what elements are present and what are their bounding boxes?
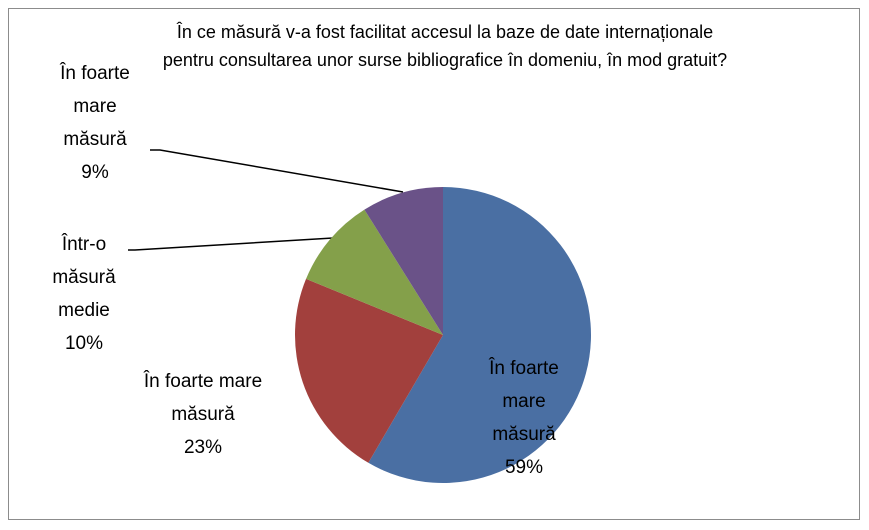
pie-slice [368,187,592,483]
category-label: În foarte mare măsură [143,371,263,425]
data-label: În foarte mare măsură 9% [40,57,150,189]
value-label: 9% [81,162,109,183]
chart-title: În ce măsură v-a fost facilitat accesul … [162,22,728,70]
category-label: Într-o măsură medie [52,234,116,321]
value-label: 10% [64,333,104,354]
data-label: În foarte mare măsură 59% [469,352,579,484]
value-label: 59% [504,457,544,478]
category-label: În foarte mare măsură [489,358,559,445]
data-label: În foarte mare măsură 23% [118,365,288,464]
data-label: Într-o măsură medie 10% [34,228,134,360]
pie-slice [306,209,443,335]
leader-line [128,237,334,251]
pie-slice [364,187,443,335]
category-label: În foarte mare măsură [60,63,130,150]
pie-slice [295,278,443,463]
value-label: 23% [183,437,223,458]
leader-line [150,149,404,193]
